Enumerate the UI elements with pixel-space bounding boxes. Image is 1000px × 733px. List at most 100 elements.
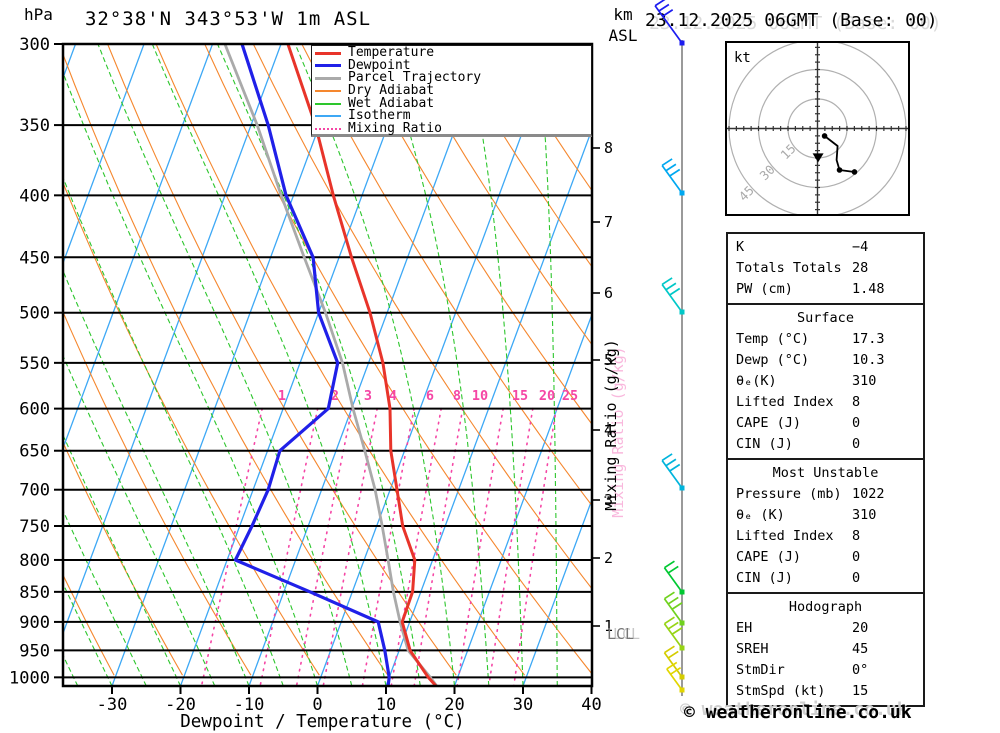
- table-row-label: CAPE (J): [736, 415, 802, 431]
- wind-barb-tick: [669, 463, 681, 472]
- dry-adiabat: [155, 44, 526, 676]
- legend-item-label: Dewpoint: [348, 57, 411, 73]
- mixing-ratio-line: [487, 407, 534, 686]
- pressure-tick-label: 400: [19, 186, 50, 206]
- datetime-label: 23.12.2025 06GMT (Base: 00): [645, 10, 938, 31]
- mixing-ratio-line: [512, 407, 558, 686]
- pressure-tick-label: 600: [19, 400, 50, 420]
- mixing-ratio-value-label: 20: [539, 388, 555, 404]
- wet-adiabat: [63, 176, 284, 686]
- dry-adiabat: [63, 181, 320, 676]
- dry-adiabat: [398, 44, 592, 346]
- table-section-title: Surface: [797, 310, 854, 326]
- pressure-tick-label: 850: [19, 583, 50, 603]
- mixing-ratio-value-label: 15: [512, 388, 528, 404]
- hodograph-border: [725, 41, 910, 216]
- table-row-label: θₑ(K): [736, 373, 777, 389]
- wind-barb-tick: [669, 168, 681, 177]
- mixing-ratio-value-label: 6: [426, 388, 434, 404]
- wind-barb-tick: [671, 627, 683, 635]
- legend-item: Wet Adiabat: [315, 97, 591, 110]
- table-row-label: Lifted Index: [736, 528, 834, 544]
- page-title: 32°38'N 343°53'W 1m ASL: [84, 8, 372, 30]
- wind-barb: [661, 158, 685, 196]
- wind-barb-tick: [665, 458, 677, 467]
- km-tick-label: 4: [604, 421, 613, 439]
- table-row: Temp (°C) 17.3: [728, 329, 923, 350]
- km-tick-label: 7: [604, 213, 613, 231]
- isotherm: [522, 497, 592, 686]
- indices-table: K −4 Totals Totals 28 PW (cm) 1.48 Surface Temp…: [726, 232, 925, 707]
- hodograph-trace-dot: [836, 167, 843, 173]
- mixing-ratio-line: [200, 407, 264, 686]
- wind-barb: [663, 616, 685, 651]
- km-unit-label: km: [613, 5, 633, 24]
- hodograph-unit-label: kt: [734, 50, 751, 66]
- table-row-value: 8: [852, 394, 861, 410]
- temperature-curve: [286, 44, 438, 686]
- dry-adiabat: [63, 441, 183, 676]
- pressure-tick-label: 350: [19, 116, 50, 136]
- storm-motion-marker: [812, 153, 824, 163]
- sounding-curves: [223, 44, 438, 686]
- wind-barb: [663, 591, 685, 626]
- isotherm-lines: [63, 44, 592, 686]
- pressure-tick-label: 700: [19, 481, 50, 501]
- legend-swatch-solid: [315, 51, 341, 55]
- parcel-trajectory-curve: [223, 44, 438, 686]
- wind-barb-tick: [663, 560, 675, 569]
- pressure-tick-label: 450: [19, 248, 50, 268]
- altitude-unit-label: km ASL: [598, 4, 648, 46]
- isotherm: [248, 44, 488, 686]
- temp-tick-label: -30: [97, 695, 128, 715]
- temp-tick-label: 20: [444, 695, 464, 715]
- wind-barb-shaft: [661, 459, 683, 489]
- isotherm: [63, 44, 145, 265]
- km-tick-label: 8: [604, 139, 613, 157]
- wind-barb-shaft: [661, 164, 683, 194]
- table-row-value: 310: [852, 507, 877, 523]
- wet-adiabat: [381, 44, 490, 686]
- table-row: EH 20: [728, 618, 923, 639]
- table-row-value: 0: [852, 436, 861, 452]
- pressure-tick-label: 1000: [9, 668, 50, 688]
- dry-adiabat: [63, 573, 115, 676]
- table-row-value: 0: [852, 570, 861, 586]
- mixing-ratio-axis-label-ghost: Mixing Ratio (g/kg): [609, 346, 627, 518]
- legend-item: Temperature: [315, 45, 591, 61]
- wind-barb-level-marker: [679, 674, 685, 680]
- legend-item-label: Temperature: [348, 45, 435, 61]
- pressure-tick-label: 900: [19, 613, 50, 633]
- table-row-value: −4: [852, 239, 869, 255]
- legend-item: Mixing Ratio: [315, 122, 591, 136]
- table-row: Dewp (°C) 10.3: [728, 350, 923, 371]
- wind-barb: [663, 560, 685, 595]
- table-row-label: CAPE (J): [736, 549, 802, 565]
- table-row: θₑ (K) 310: [728, 505, 923, 526]
- isotherm: [63, 44, 282, 636]
- dry-adiabat: [63, 52, 389, 676]
- table-section-title: Most Unstable: [772, 465, 879, 481]
- table-row-value: 1022: [852, 486, 885, 502]
- table-row-value: 28: [852, 260, 869, 276]
- wind-barb-tick: [661, 158, 673, 167]
- mixing-ratio-line: [456, 407, 505, 686]
- wind-barb-shaft: [663, 623, 683, 649]
- wind-barb-tick: [662, 9, 674, 17]
- table-row-label: StmDir: [736, 662, 785, 678]
- lcl-label-ghost: LCL: [613, 625, 640, 643]
- table-row: CIN (J) 0: [728, 434, 923, 455]
- hodograph-trace-dot: [851, 169, 858, 175]
- table-row-label: θₑ (K): [736, 507, 785, 523]
- plot-border: [61, 42, 594, 688]
- table-row-label: SREH: [736, 641, 769, 657]
- temp-tick-label: 40: [581, 695, 601, 715]
- table-row-label: Totals Totals: [736, 260, 842, 276]
- table-row: PW (cm) 1.48: [728, 279, 923, 300]
- wind-barb-level-marker: [679, 309, 685, 315]
- dry-adiabat: [447, 44, 592, 268]
- wind-barb: [661, 453, 685, 491]
- copyright-label: © weatheronline.co.uk: [684, 702, 912, 723]
- legend-item: Parcel Trajectory: [315, 71, 591, 85]
